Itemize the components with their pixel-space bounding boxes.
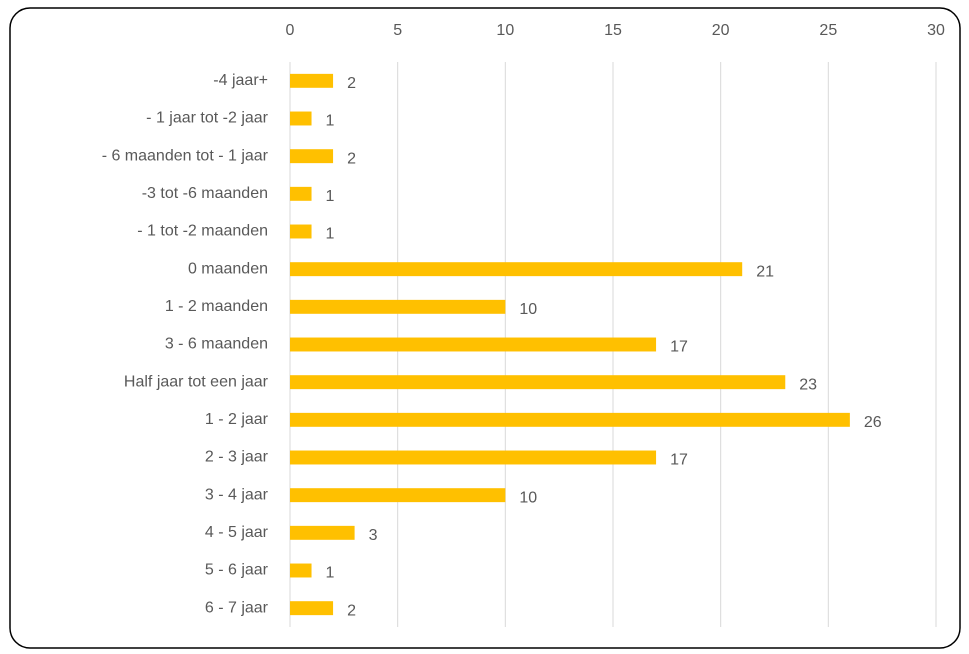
data-label: 2 — [347, 75, 356, 92]
bar — [290, 563, 312, 578]
data-label: 1 — [326, 113, 335, 130]
data-label: 2 — [347, 602, 356, 619]
bar — [290, 73, 334, 88]
y-tick-label: 0 maanden — [188, 260, 268, 277]
y-tick-label: - 1 jaar tot -2 jaar — [146, 110, 269, 127]
bar — [290, 224, 312, 239]
y-tick-label: 4 - 5 jaar — [205, 524, 269, 541]
y-tick-label: 1 - 2 jaar — [205, 411, 269, 428]
x-tick-label: 30 — [927, 22, 945, 39]
data-label: 26 — [864, 414, 882, 431]
data-label: 10 — [519, 301, 537, 318]
bar — [290, 149, 334, 164]
bar — [290, 337, 657, 352]
data-label: 3 — [369, 527, 378, 544]
data-label: 17 — [670, 339, 688, 356]
bar — [290, 111, 312, 126]
data-label: 17 — [670, 452, 688, 469]
y-tick-label: 3 - 6 maanden — [165, 336, 268, 353]
data-label: 1 — [326, 565, 335, 582]
chart-frame — [9, 7, 961, 649]
x-tick-label: 0 — [286, 22, 295, 39]
data-label: 21 — [756, 263, 774, 280]
bar — [290, 262, 743, 277]
y-tick-label: 1 - 2 maanden — [165, 298, 268, 315]
y-tick-label: - 6 maanden tot - 1 jaar — [102, 147, 269, 164]
bar — [290, 299, 506, 314]
y-tick-label: - 1 tot -2 maanden — [137, 223, 268, 240]
data-label: 10 — [519, 489, 537, 506]
y-tick-label: 3 - 4 jaar — [205, 486, 269, 503]
y-tick-label: 2 - 3 jaar — [205, 449, 269, 466]
data-label: 1 — [326, 188, 335, 205]
x-tick-label: 25 — [819, 22, 837, 39]
x-tick-label: 15 — [604, 22, 622, 39]
bar — [290, 186, 312, 201]
bar — [290, 450, 657, 465]
x-tick-label: 20 — [712, 22, 730, 39]
bar — [290, 601, 334, 616]
bar — [290, 375, 786, 390]
data-label: 1 — [326, 226, 335, 243]
data-label: 23 — [799, 376, 817, 393]
x-tick-label: 10 — [496, 22, 514, 39]
x-tick-label: 5 — [393, 22, 402, 39]
y-tick-label: 6 - 7 jaar — [205, 599, 269, 616]
y-tick-label: 5 - 6 jaar — [205, 562, 269, 579]
bar — [290, 488, 506, 503]
data-label: 2 — [347, 150, 356, 167]
bar — [290, 525, 355, 540]
y-tick-label: -4 jaar+ — [213, 72, 268, 89]
y-tick-label: Half jaar tot een jaar — [124, 373, 269, 390]
bar — [290, 412, 850, 427]
y-tick-label: -3 tot -6 maanden — [142, 185, 268, 202]
